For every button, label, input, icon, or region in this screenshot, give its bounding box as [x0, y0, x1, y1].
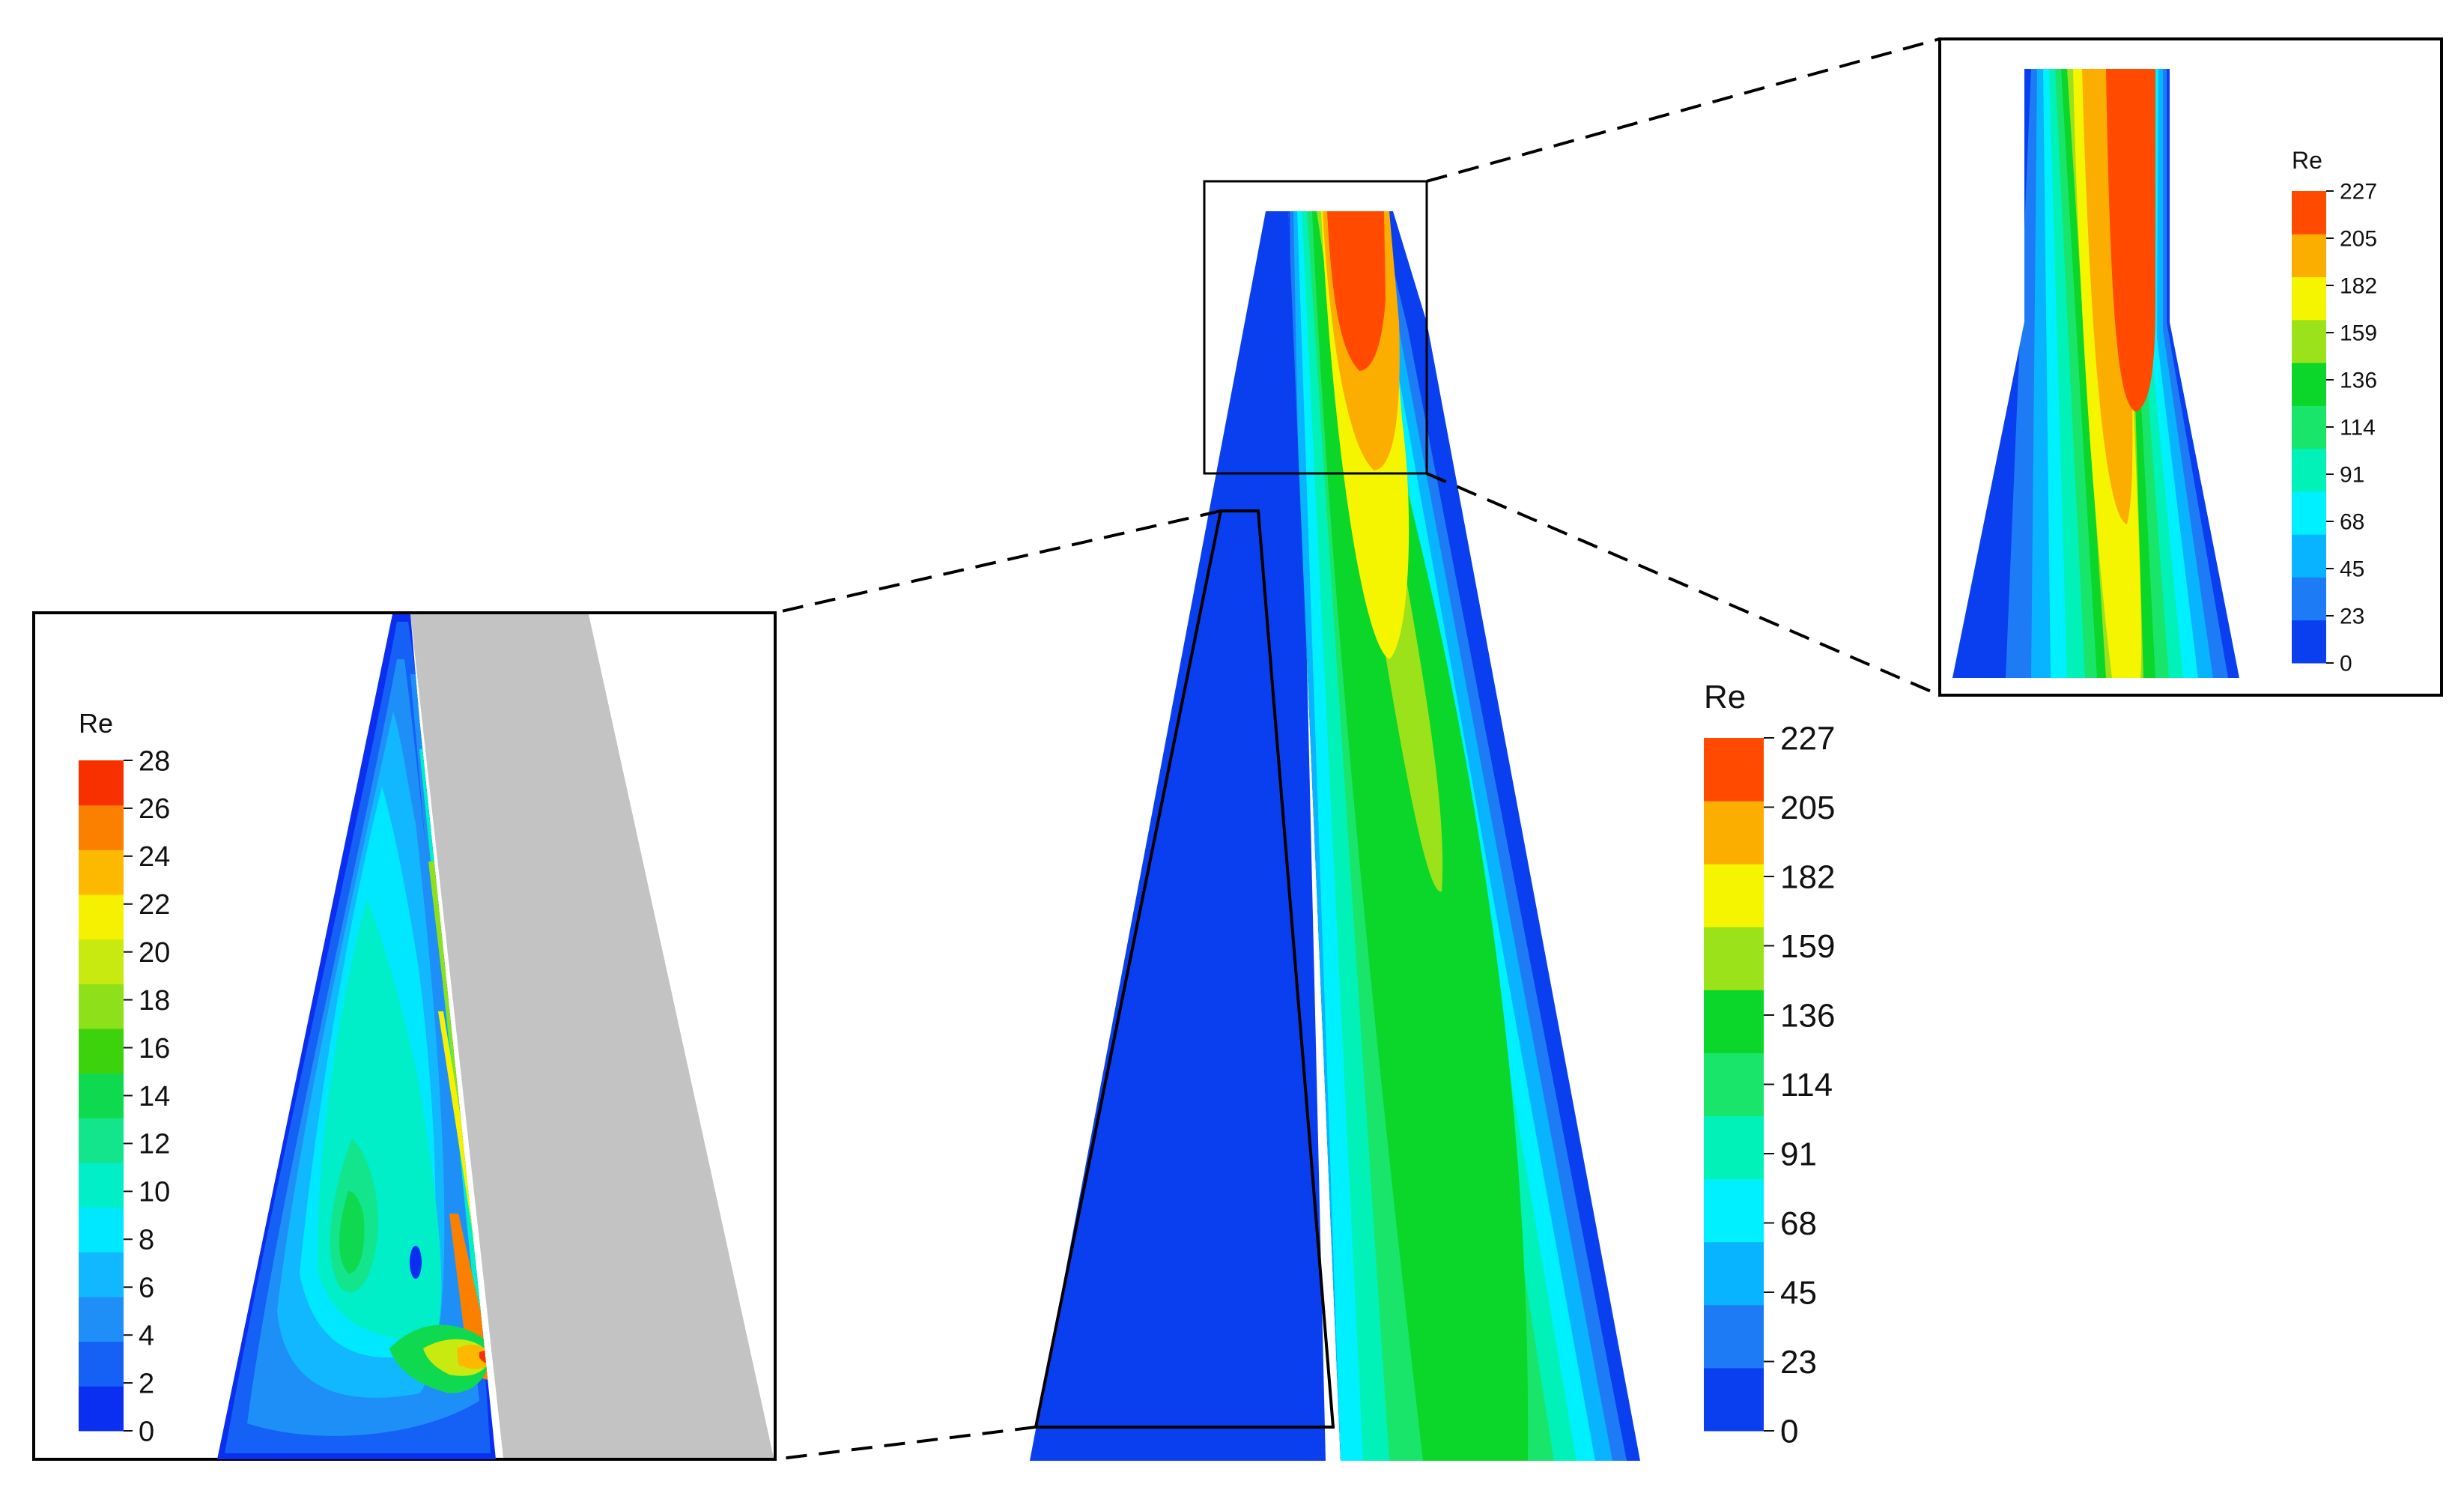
colorbar-tick-label: 18 — [139, 985, 170, 1017]
colorbar-tick-label: 114 — [1780, 1067, 1833, 1103]
colorbar-tick-label: 182 — [2340, 274, 2377, 299]
colorbar-segment — [79, 939, 124, 984]
colorbar-tick-label: 68 — [2340, 510, 2364, 535]
colorbar-segment — [79, 1073, 124, 1118]
connector-lines — [774, 37, 1940, 1461]
colorbar-segment — [79, 805, 124, 850]
colorbar-tick-label: 14 — [139, 1081, 170, 1112]
colorbar-segment — [2292, 191, 2326, 234]
zoom-panel-top: Re 0 23 45 68 91 114 136 159 182 205 227 — [1938, 37, 2443, 697]
colorbar-segment — [2292, 577, 2326, 621]
colorbar-segment — [79, 1252, 124, 1297]
colorbar-tick-label: 8 — [139, 1225, 154, 1256]
colorbar-segment — [1704, 801, 1764, 864]
colorbar-tick-label: 22 — [139, 889, 170, 921]
main-legend-ticks: 0 23 45 68 91 114 136 159 182 205 227 — [1764, 720, 1835, 1450]
colorbar-segment — [2292, 448, 2326, 492]
colorbar-segment — [1704, 1304, 1764, 1369]
main-jet-region — [1288, 211, 1640, 1461]
colorbar-tick-label: 2 — [139, 1368, 154, 1399]
colorbar-segment — [2292, 363, 2326, 406]
zoom-region-top-box — [1203, 180, 1428, 475]
zoom-left-legend-colorbar — [79, 760, 124, 1432]
colorbar-tick-label: 182 — [1780, 858, 1835, 895]
colorbar-tick-label: 0 — [139, 1416, 154, 1447]
colorbar-tick-label: 0 — [2340, 652, 2352, 676]
colorbar-segment — [2292, 405, 2326, 449]
zoom-left-legend-title: Re — [79, 708, 113, 739]
colorbar-segment — [79, 1118, 124, 1163]
colorbar-tick-label: 68 — [1780, 1205, 1817, 1242]
colorbar-segment — [2292, 319, 2326, 363]
colorbar-tick-label: 91 — [2340, 463, 2364, 488]
colorbar-segment — [1704, 1053, 1764, 1117]
colorbar-tick-label: 10 — [139, 1177, 170, 1208]
colorbar-tick-label: 12 — [139, 1129, 170, 1160]
colorbar-tick-label: 20 — [139, 937, 170, 969]
colorbar-tick-label: 227 — [1780, 720, 1835, 757]
colorbar-segment — [2292, 234, 2326, 278]
colorbar-tick-label: 205 — [2340, 227, 2377, 252]
colorbar-segment — [1704, 1178, 1764, 1243]
colorbar-tick-label: 159 — [2340, 321, 2377, 346]
main-legend: Re 0 23 45 68 91 114 136 159 182 205 227 — [1704, 679, 1835, 1450]
colorbar-segment — [79, 1341, 124, 1387]
colorbar-segment — [1704, 990, 1764, 1053]
colorbar-tick-label: 4 — [139, 1320, 154, 1351]
colorbar-segment — [1704, 864, 1764, 927]
colorbar-segment — [2292, 276, 2326, 321]
colorbar-segment — [79, 984, 124, 1029]
zoom-top-legend-colorbar — [2292, 191, 2326, 664]
colorbar-segment — [79, 1207, 124, 1253]
colorbar-tick-label: 114 — [2340, 416, 2376, 440]
colorbar-tick-label: 227 — [2340, 180, 2377, 205]
colorbar-tick-label: 45 — [2340, 557, 2364, 582]
colorbar-tick-label: 205 — [1780, 790, 1835, 826]
colorbar-tick-label: 159 — [1780, 928, 1835, 965]
colorbar-segment — [79, 1386, 124, 1432]
colorbar-tick-label: 91 — [1780, 1136, 1817, 1172]
zoom-top-legend-title: Re — [2292, 147, 2322, 174]
plate-outline — [1034, 509, 1335, 1429]
colorbar-tick-label: 28 — [139, 745, 170, 777]
colorbar-segment — [79, 850, 124, 895]
zoom-top-contour — [1952, 69, 2239, 678]
colorbar-segment — [1704, 1115, 1764, 1180]
main-legend-title: Re — [1704, 679, 1746, 715]
colorbar-tick-label: 136 — [2340, 369, 2377, 393]
colorbar-segment — [79, 1163, 124, 1208]
main-legend-colorbar — [1704, 738, 1764, 1432]
colorbar-segment — [79, 760, 124, 806]
colorbar-tick-label: 23 — [1780, 1344, 1817, 1381]
main-contour — [1030, 211, 1640, 1461]
colorbar-segment — [1704, 1241, 1764, 1306]
colorbar-tick-label: 45 — [1780, 1274, 1817, 1311]
colorbar-tick-label: 23 — [2340, 605, 2364, 629]
colorbar-tick-label: 136 — [1780, 997, 1835, 1034]
colorbar-segment — [2292, 534, 2326, 578]
colorbar-tick-label: 24 — [139, 841, 170, 873]
colorbar-segment — [79, 1297, 124, 1342]
colorbar-segment — [1704, 738, 1764, 802]
colorbar-tick-label: 0 — [1780, 1413, 1798, 1450]
colorbar-tick-label: 26 — [139, 793, 170, 825]
colorbar-tick-label: 6 — [139, 1273, 154, 1304]
colorbar-segment — [79, 894, 124, 940]
colorbar-segment — [79, 1029, 124, 1074]
zoom-top-legend-ticks: 0 23 45 68 91 114 136 159 182 205 227 — [2326, 180, 2377, 676]
colorbar-segment — [2292, 620, 2326, 664]
colorbar-segment — [1704, 927, 1764, 990]
colorbar-segment — [2292, 491, 2326, 535]
colorbar-segment — [1704, 1367, 1764, 1432]
wall-region — [410, 614, 774, 1458]
colorbar-tick-label: 16 — [139, 1033, 170, 1064]
